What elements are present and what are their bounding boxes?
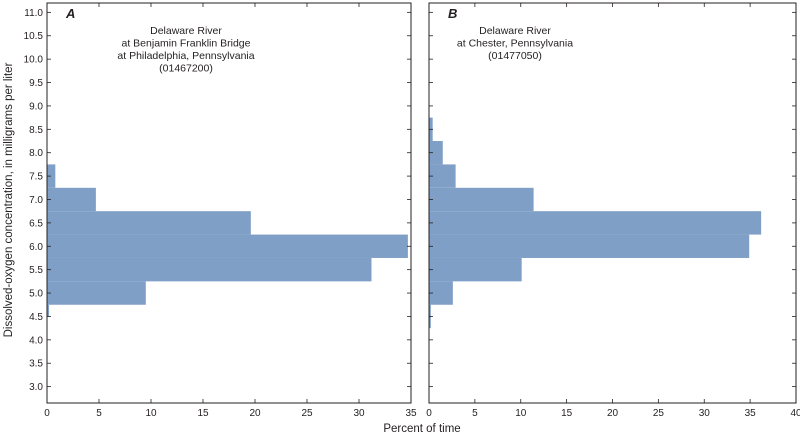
station-label-a-2: at Philadelphia, Pennsylvania <box>117 50 254 62</box>
x-tick-label-a-4: 20 <box>249 408 261 419</box>
x-tick-label-a-1: 5 <box>96 408 102 419</box>
histogram-bar-a-4 <box>47 211 251 235</box>
x-tick-label-a-0: 0 <box>44 408 50 419</box>
histogram-bar-b-2 <box>429 257 522 282</box>
y-tick-label-6: 6.0 <box>29 242 43 253</box>
histogram-bar-a-0 <box>47 304 50 317</box>
x-tick-label-b-4: 20 <box>607 408 619 419</box>
y-tick-label-13: 9.5 <box>29 78 43 89</box>
y-tick-label-8: 7.0 <box>29 195 43 206</box>
y-tick-label-11: 8.5 <box>29 125 43 136</box>
histogram-bar-b-5 <box>429 187 534 212</box>
y-tick-label-2: 4.0 <box>29 335 43 346</box>
x-axis-title: Percent of time <box>383 423 460 435</box>
histogram-bar-a-6 <box>47 164 56 188</box>
y-tick-label-0: 3.0 <box>29 382 43 393</box>
panel-a: 0 5 10 15 20 25 30 35 3.0 3.5 4.0 4.5 5.0 5.5 6.0 6.5 7.… <box>24 2 417 419</box>
y-tick-label-10: 8.0 <box>29 148 43 159</box>
station-label-a-0: Delaware River <box>150 25 222 37</box>
y-tick-label-5: 5.5 <box>29 265 43 276</box>
y-tick-label-15: 10.5 <box>24 31 44 42</box>
x-tick-label-b-3: 15 <box>561 408 573 419</box>
x-tick-label-a-5: 25 <box>301 408 313 419</box>
histogram-bar-b-6 <box>429 164 456 188</box>
y-axis-title: Dissolved-oxygen concentration, in milli… <box>3 62 15 337</box>
station-label-b-2: (01477050) <box>488 50 542 62</box>
panel-letter-a: A <box>65 6 75 21</box>
histogram-bar-b-1 <box>429 281 453 305</box>
x-tick-label-a-7: 35 <box>405 408 417 419</box>
station-label-a-1: at Benjamin Franklin Bridge <box>122 38 251 50</box>
x-tick-label-b-1: 5 <box>472 408 478 419</box>
x-tick-label-b-7: 35 <box>745 408 757 419</box>
y-tick-label-12: 9.0 <box>29 101 43 112</box>
y-tick-label-4: 5.0 <box>29 289 43 300</box>
histogram-bar-b-7 <box>429 141 443 165</box>
x-tick-label-b-6: 30 <box>699 408 711 419</box>
y-tick-label-14: 10.0 <box>24 55 44 66</box>
histogram-bar-a-3 <box>47 234 408 258</box>
station-label-b-1: at Chester, Pennsylvania <box>457 38 573 50</box>
x-tick-label-a-3: 15 <box>197 408 209 419</box>
histogram-bar-b-4 <box>429 211 762 235</box>
histogram-bar-b-3 <box>429 234 750 258</box>
histogram-bar-a-1 <box>47 281 146 305</box>
y-tick-label-9: 7.5 <box>29 172 43 183</box>
y-tick-label-1: 3.5 <box>29 359 43 370</box>
histogram-bar-a-2 <box>47 257 372 282</box>
x-tick-label-a-2: 10 <box>145 408 157 419</box>
panel-letter-b: B <box>448 6 457 21</box>
panel-frame-a <box>46 2 412 404</box>
y-tick-label-3: 4.5 <box>29 312 43 323</box>
histogram-bar-a-5 <box>47 187 96 212</box>
x-tick-label-b-0: 0 <box>426 408 432 419</box>
x-tick-label-b-8: 40 <box>790 408 800 419</box>
station-label-b-0: Delaware River <box>479 25 551 37</box>
x-tick-label-a-6: 30 <box>353 408 365 419</box>
y-tick-label-16: 11.0 <box>24 8 43 19</box>
x-tick-label-b-5: 25 <box>653 408 665 419</box>
station-label-a-3: (01467200) <box>159 63 213 75</box>
x-tick-label-b-2: 10 <box>515 408 527 419</box>
y-tick-label-7: 6.5 <box>29 218 43 229</box>
